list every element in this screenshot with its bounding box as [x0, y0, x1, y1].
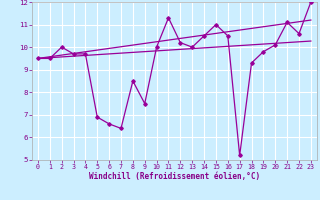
X-axis label: Windchill (Refroidissement éolien,°C): Windchill (Refroidissement éolien,°C) — [89, 172, 260, 181]
